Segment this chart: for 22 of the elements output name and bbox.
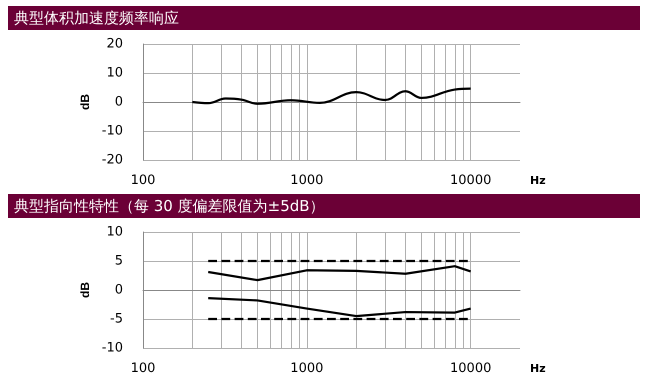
y-tick-label: 20 [106, 36, 123, 52]
y-tick-label: 10 [106, 224, 123, 240]
y-tick-label: 10 [106, 66, 123, 80]
x-axis-title: Hz [530, 174, 546, 187]
x-tick-label: 10000 [450, 361, 492, 376]
chart-title: 典型体积加速度频率响应 [8, 6, 640, 30]
x-tick-label: 100 [130, 361, 156, 376]
x-axis-title: Hz [530, 362, 546, 375]
chart-title: 典型指向性特性（每 30 度偏差限值为±5dB） [8, 194, 640, 218]
y-tick-label: -5 [110, 312, 123, 326]
y-tick-label: 0 [114, 282, 123, 298]
y-axis-title: dB [78, 94, 92, 110]
y-tick-label: 5 [114, 254, 123, 268]
y-tick-label: -20 [102, 152, 123, 168]
x-tick-label: 1000 [290, 173, 324, 188]
y-tick-label: -10 [102, 340, 123, 356]
y-tick-label: 0 [114, 94, 123, 110]
x-tick-label: 10000 [450, 173, 492, 188]
y-tick-label: -10 [102, 124, 123, 138]
x-tick-label: 100 [130, 173, 156, 188]
y-axis-title: dB [78, 282, 92, 298]
x-tick-label: 1000 [290, 361, 324, 376]
